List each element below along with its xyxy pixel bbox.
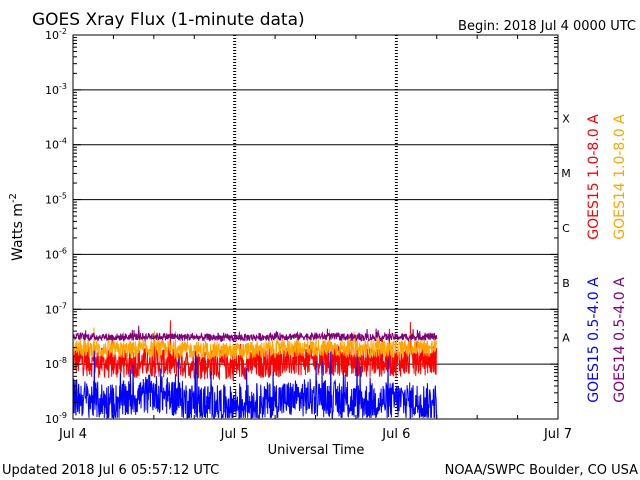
source-credit: NOAA/SWPC Boulder, CO USA xyxy=(445,463,638,478)
legend-entry: GOES14 1.0-8.0 A xyxy=(612,114,628,240)
series-line xyxy=(72,325,438,343)
flare-class-label: C xyxy=(562,222,570,235)
y-axis-label: Watts m-2 xyxy=(8,193,26,261)
x-tick-label: Jul 7 xyxy=(543,427,572,442)
y-tick-label: 10-5 xyxy=(45,192,67,207)
flare-class-label: A xyxy=(562,332,570,345)
y-axis-label-exp: -2 xyxy=(8,193,19,203)
y-tick-label: 10-2 xyxy=(45,27,67,42)
begin-date: Begin: 2018 Jul 4 0000 UTC xyxy=(458,19,636,34)
y-tick-label: 10-3 xyxy=(45,82,67,97)
flare-class-label: M xyxy=(561,167,571,180)
y-tick-label: 10-4 xyxy=(45,137,67,152)
y-tick-label: 10-8 xyxy=(45,356,67,371)
flare-class-label: B xyxy=(562,277,570,290)
svg-text:Watts m-2: Watts m-2 xyxy=(8,193,26,261)
series-line xyxy=(72,327,438,361)
y-tick-label: 10-9 xyxy=(45,411,67,426)
y-tick-label: 10-6 xyxy=(45,246,67,261)
flare-class-label: X xyxy=(562,112,570,125)
y-axis-label-base: Watts m xyxy=(10,203,26,261)
x-tick-label: Jul 6 xyxy=(381,427,410,442)
y-tick-label: 10-7 xyxy=(45,301,67,316)
chart-title: GOES Xray Flux (1-minute data) xyxy=(32,10,305,30)
x-tick-label: Jul 5 xyxy=(220,427,249,442)
series-line xyxy=(72,350,438,420)
legend-entry: GOES15 1.0-8.0 A xyxy=(586,114,602,240)
legend-entry: GOES14 0.5-4.0 A xyxy=(612,277,628,403)
legend: GOES15 1.0-8.0 A GOES14 1.0-8.0 A GOES15 0… xyxy=(586,114,628,403)
legend-entry: GOES15 0.5-4.0 A xyxy=(586,277,602,403)
x-axis-label: Universal Time xyxy=(268,443,365,458)
updated-timestamp: Updated 2018 Jul 6 05:57:12 UTC xyxy=(2,463,219,478)
data-series xyxy=(72,320,438,420)
x-tick-label: Jul 4 xyxy=(58,427,87,442)
